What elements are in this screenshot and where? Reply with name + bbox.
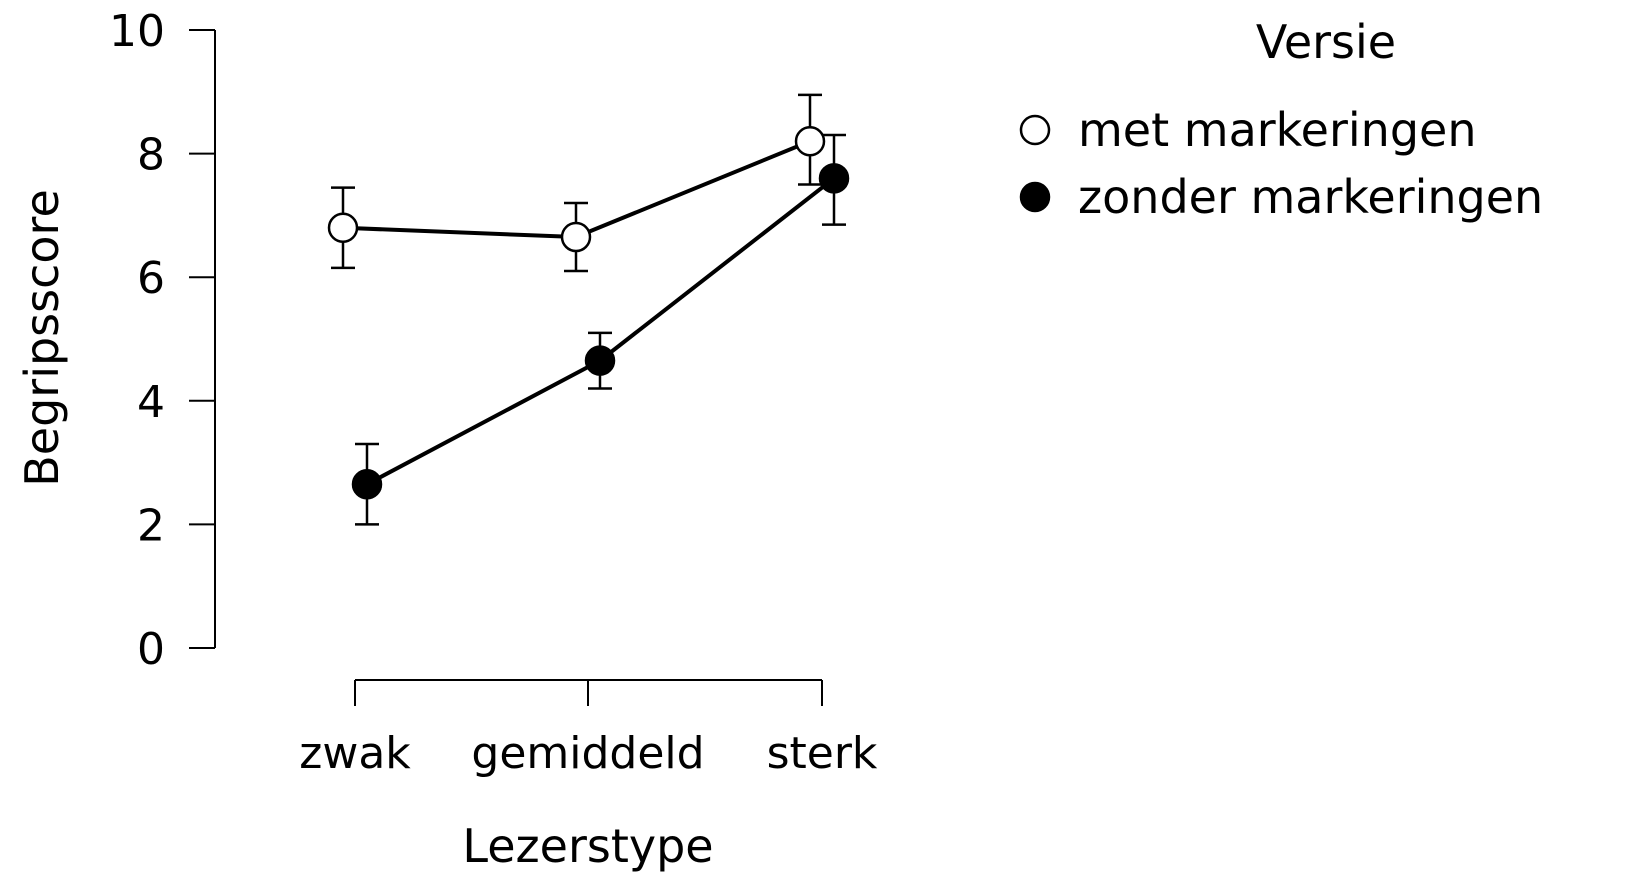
data-point <box>818 163 850 194</box>
y-axis-title: Begripsscore <box>15 189 69 487</box>
x-tick-label: zwak <box>299 728 411 779</box>
series-line <box>366 176 836 486</box>
y-tick-label: 8 <box>137 130 165 181</box>
data-point <box>351 468 383 500</box>
legend-marker <box>1019 114 1051 146</box>
y-tick-label: 0 <box>137 624 165 675</box>
y-tick-label: 4 <box>137 377 165 428</box>
series-1 <box>327 93 826 273</box>
data-point <box>560 221 592 253</box>
y-tick-label: 6 <box>137 253 165 304</box>
x-tick-label: gemiddeld <box>471 728 704 779</box>
x-tick-label: sterk <box>767 728 878 779</box>
legend-label: met markeringen <box>1078 103 1476 157</box>
legend: Versie met markeringen zonder markeringen <box>1019 15 1543 224</box>
y-tick-label: 10 <box>109 6 165 57</box>
x-axis: zwak gemiddeld sterk <box>299 679 878 779</box>
x-axis-title: Lezerstype <box>462 819 713 873</box>
legend-item: zonder markeringen <box>1019 170 1543 224</box>
y-axis: 0 2 4 6 8 10 <box>109 6 216 675</box>
data-point <box>584 345 616 376</box>
legend-label: zonder markeringen <box>1078 170 1543 224</box>
legend-marker <box>1019 181 1051 213</box>
y-tick-label: 2 <box>137 500 165 551</box>
plot-area <box>327 93 850 526</box>
legend-title: Versie <box>1256 15 1396 69</box>
legend-item: met markeringen <box>1019 103 1476 157</box>
data-point <box>327 212 359 244</box>
data-point <box>794 125 826 157</box>
series-2 <box>351 133 850 526</box>
